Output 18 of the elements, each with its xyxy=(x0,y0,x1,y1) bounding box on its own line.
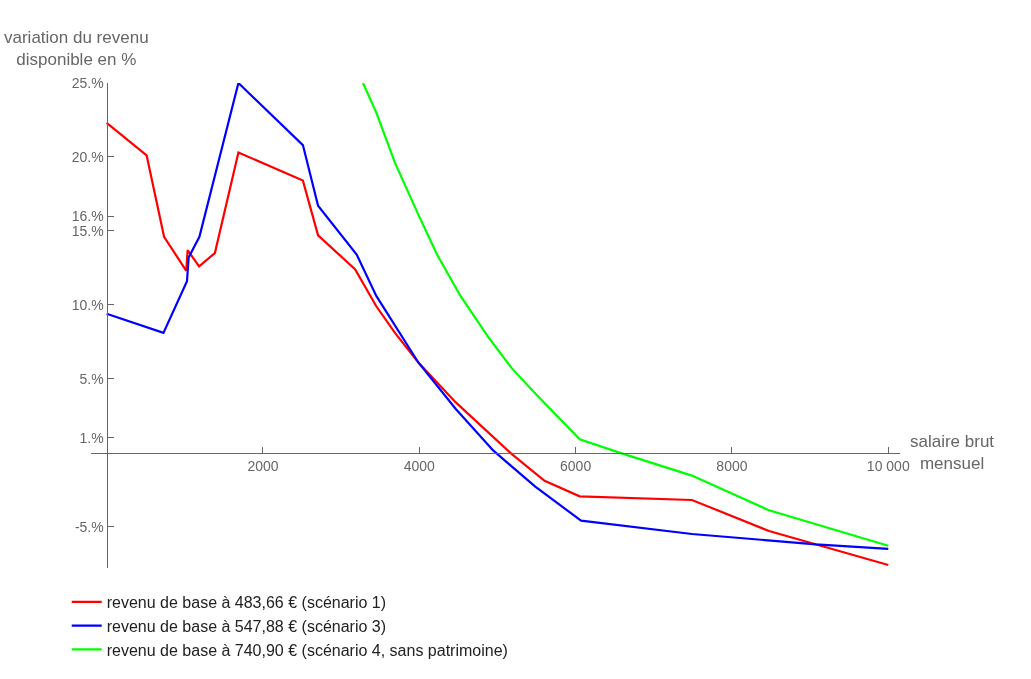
x-tick-label: 4000 xyxy=(403,457,436,474)
y-axis-title: variation du revenu disponible en % xyxy=(4,28,149,70)
y-tick-label: 10.% xyxy=(71,296,104,313)
y-tick-label: 16.% xyxy=(71,207,104,224)
x-tick-label: 10 000 xyxy=(866,457,910,474)
y-tick-label: -5.% xyxy=(74,518,104,535)
x-axis-title: salaire brut mensuel xyxy=(910,432,995,474)
y-tick-label: 25.% xyxy=(71,74,104,91)
legend-label: revenu de base à 547,88 € (scénario 3) xyxy=(106,617,387,635)
y-tick-label: 20.% xyxy=(71,148,104,165)
y-tick-label: 15.% xyxy=(71,222,104,239)
legend-label: revenu de base à 740,90 € (scénario 4, sans patrimoine) xyxy=(106,641,508,659)
legend-label: revenu de base à 483,66 € (scénario 1) xyxy=(106,594,387,612)
y-tick-label: 5.% xyxy=(79,370,104,387)
x-tick-label: 2000 xyxy=(247,457,279,474)
x-tick-label: 8000 xyxy=(716,457,748,474)
x-tick-label: 6000 xyxy=(560,457,592,474)
y-tick-label: 1.% xyxy=(79,429,104,446)
